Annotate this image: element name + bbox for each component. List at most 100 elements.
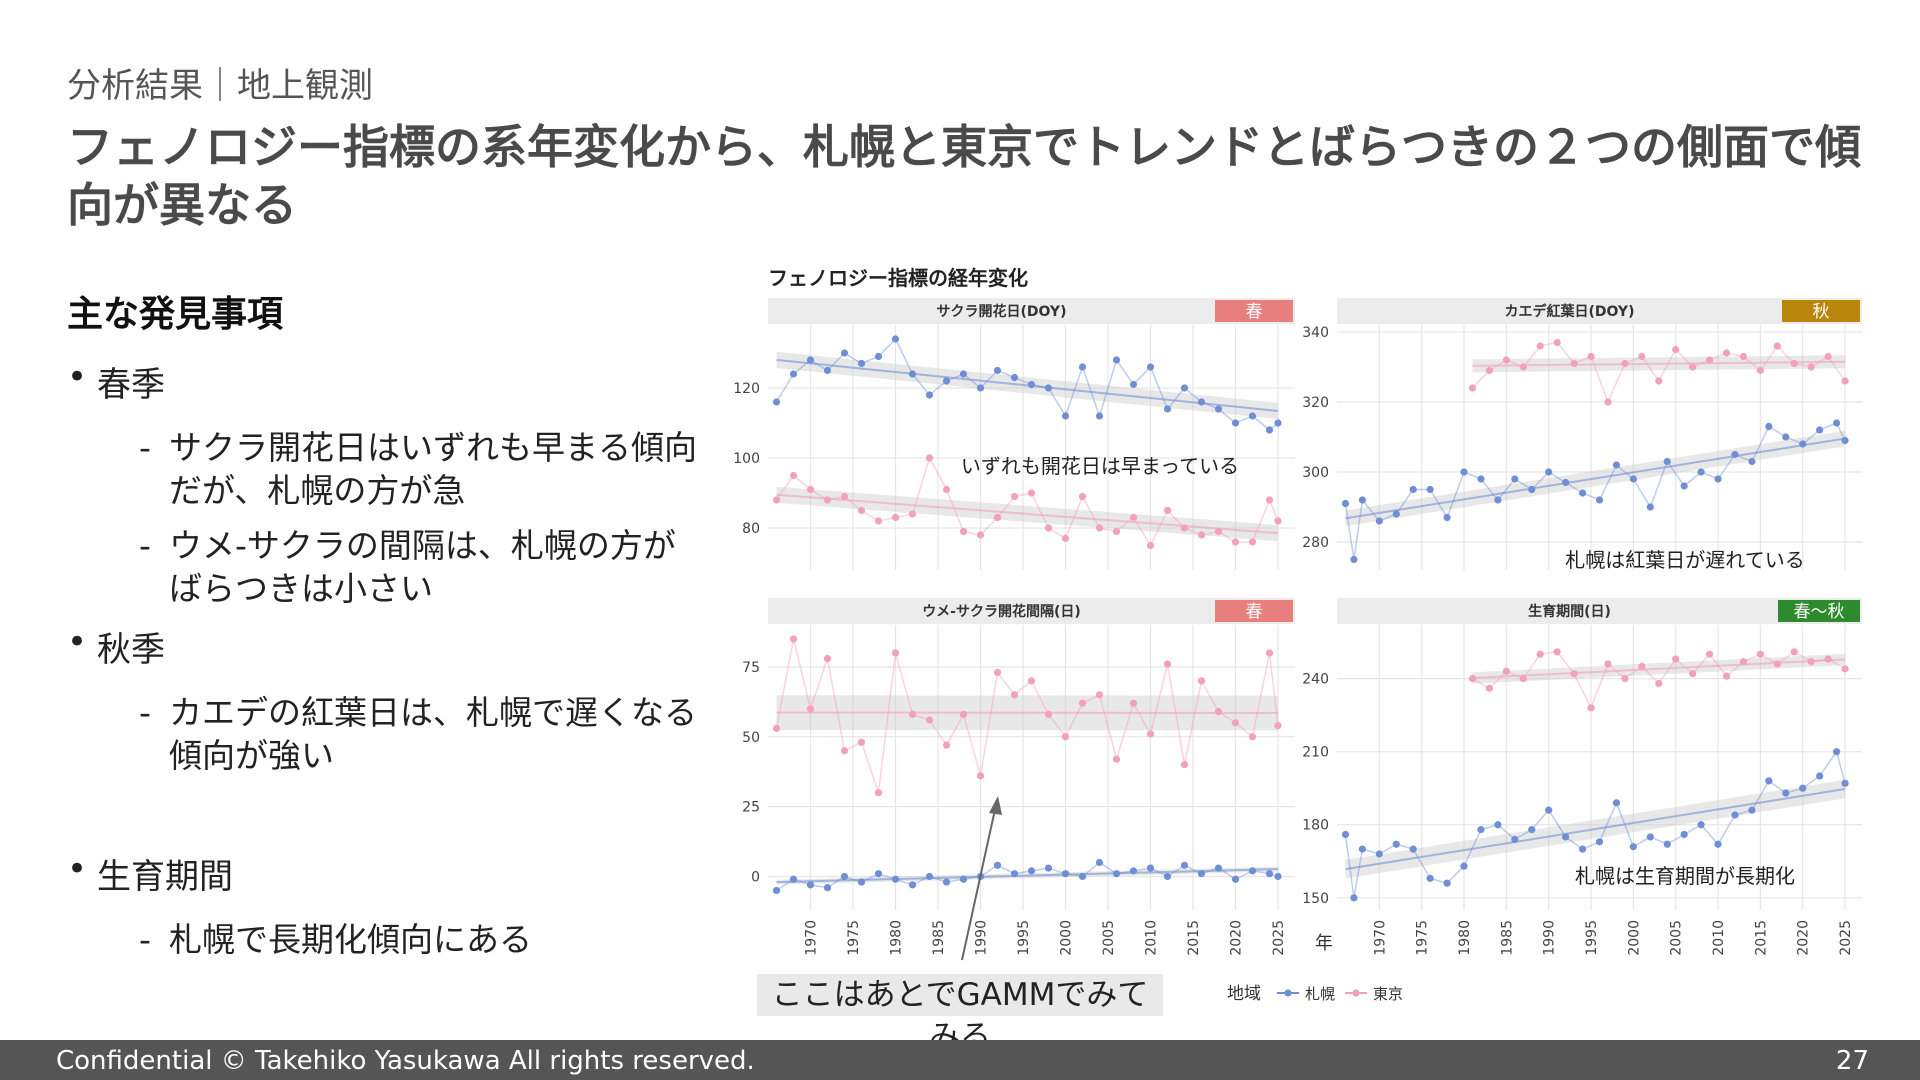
data-point <box>1095 858 1104 867</box>
data-point <box>1697 821 1705 829</box>
data-point <box>1655 679 1663 688</box>
data-point <box>789 875 798 883</box>
trend-line <box>1345 437 1846 520</box>
data-point <box>925 716 934 724</box>
data-point <box>1485 684 1494 692</box>
data-point <box>1578 845 1587 853</box>
data-point <box>823 884 832 892</box>
data-point <box>1782 433 1790 441</box>
data-point <box>1027 677 1036 685</box>
x-tick-label: 2020 <box>1229 920 1245 956</box>
data-point <box>857 359 866 368</box>
season-tag <box>1778 600 1860 622</box>
data-point <box>1629 475 1637 483</box>
data-point <box>1180 524 1189 532</box>
season-tag <box>1782 300 1860 322</box>
legend: 地域 札幌 東京 <box>1227 984 1403 1004</box>
data-point <box>857 506 866 515</box>
page-subtitle: 分析結果｜地上観測 <box>67 66 373 106</box>
data-point <box>1570 670 1578 678</box>
data-point <box>1265 870 1274 878</box>
season-tag-label: 春 <box>1246 602 1263 622</box>
x-tick-label: 1985 <box>931 920 947 956</box>
data-point <box>942 741 951 749</box>
data-point <box>1231 419 1240 427</box>
data-point <box>1358 845 1367 853</box>
data-point <box>1248 538 1257 546</box>
x-tick-label: 1990 <box>1542 920 1558 956</box>
data-point <box>1536 650 1544 658</box>
data-point <box>1731 450 1739 459</box>
data-point <box>1553 338 1561 347</box>
data-point <box>1078 699 1087 707</box>
data-point <box>1061 733 1070 741</box>
data-point <box>1748 457 1756 466</box>
data-point <box>840 872 849 881</box>
data-point <box>1358 496 1367 504</box>
data-point <box>1545 468 1553 476</box>
x-tick-label: 2000 <box>1059 920 1075 956</box>
data-point <box>1129 513 1138 522</box>
data-point <box>1680 830 1688 839</box>
data-point <box>976 772 985 780</box>
panel-title: サクラ開花日(DOY) <box>937 303 1067 320</box>
data-point <box>1341 499 1350 508</box>
data-point <box>1595 838 1604 846</box>
x-tick-label: 1975 <box>846 920 862 956</box>
panel-title: 生育期間(日) <box>1528 603 1611 620</box>
y-tick-label: 320 <box>1302 395 1329 411</box>
x-tick-label: 1975 <box>1415 920 1431 956</box>
data-point <box>1773 660 1781 668</box>
data-point <box>1765 422 1773 431</box>
page-number: 27 <box>1835 1046 1869 1076</box>
data-point <box>1739 657 1748 666</box>
legend-entry: 札幌 <box>1305 985 1335 1003</box>
data-point <box>1409 485 1417 494</box>
data-point <box>1010 691 1019 699</box>
data-point <box>1197 870 1206 878</box>
data-point <box>925 454 934 462</box>
data-point <box>1375 850 1383 858</box>
data-point <box>1528 485 1536 494</box>
data-point <box>1197 398 1206 406</box>
data-point <box>1044 384 1053 392</box>
data-point <box>789 635 798 643</box>
callout-arrow-head <box>989 796 1002 815</box>
data-point <box>1612 799 1621 807</box>
data-point <box>1638 352 1646 361</box>
data-point <box>942 878 951 886</box>
data-point <box>1248 733 1257 741</box>
data-point <box>1655 377 1663 385</box>
data-point <box>1570 359 1578 368</box>
data-point <box>1231 538 1240 546</box>
data-point <box>1638 662 1646 671</box>
x-tick-label: 2005 <box>1669 920 1685 956</box>
data-point <box>1180 761 1189 769</box>
y-tick-label: 280 <box>1302 535 1329 551</box>
x-tick-label: 1990 <box>974 920 990 956</box>
x-tick-label: 1970 <box>1372 920 1388 956</box>
data-point <box>772 398 781 406</box>
data-point <box>1274 517 1282 525</box>
panel-strip <box>1337 298 1862 324</box>
data-point <box>772 886 781 895</box>
legend-key-point <box>1284 989 1292 997</box>
data-point <box>1629 843 1637 851</box>
findings-panel: 主な発見事項 春季 サクラ開花日はいずれも早まる傾向だが、札幌の方が急 ウメ-サ… <box>67 285 707 973</box>
panel-title: ウメ-サクラ開花間隔(日) <box>922 603 1081 620</box>
data-point <box>1460 862 1468 870</box>
data-point <box>908 370 917 378</box>
data-point <box>1722 672 1731 680</box>
data-point <box>1646 833 1654 841</box>
y-tick-label: 180 <box>1302 818 1329 834</box>
data-point <box>857 878 866 886</box>
data-point <box>1621 359 1629 368</box>
data-point <box>1129 699 1138 707</box>
data-point <box>1697 468 1705 476</box>
data-point <box>1807 363 1815 371</box>
trend-line <box>1472 658 1846 680</box>
data-point <box>1061 534 1070 543</box>
data-point <box>959 875 968 883</box>
data-point <box>1375 517 1383 525</box>
data-point <box>1832 748 1841 756</box>
